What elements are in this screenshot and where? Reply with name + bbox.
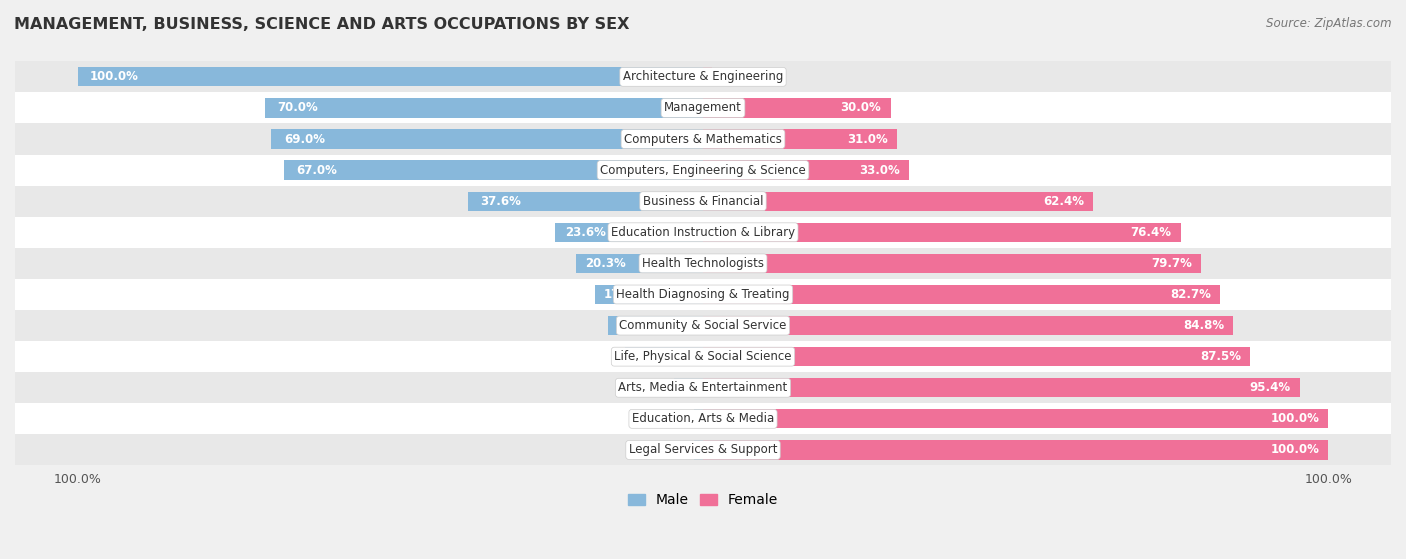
Bar: [15, 248, 1391, 279]
Text: 23.6%: 23.6%: [565, 226, 606, 239]
Text: Community & Social Service: Community & Social Service: [619, 319, 787, 332]
Bar: [703, 160, 910, 180]
Bar: [703, 222, 1181, 242]
Text: 4.7%: 4.7%: [637, 381, 668, 394]
Text: MANAGEMENT, BUSINESS, SCIENCE AND ARTS OCCUPATIONS BY SEX: MANAGEMENT, BUSINESS, SCIENCE AND ARTS O…: [14, 17, 630, 32]
Bar: [15, 403, 1391, 434]
Bar: [693, 409, 703, 429]
Bar: [703, 440, 1329, 459]
Text: 0.0%: 0.0%: [658, 413, 688, 425]
Text: 95.4%: 95.4%: [1249, 381, 1291, 394]
Text: 100.0%: 100.0%: [90, 70, 139, 83]
Bar: [15, 372, 1391, 403]
Bar: [15, 186, 1391, 217]
Bar: [15, 124, 1391, 154]
Text: Architecture & Engineering: Architecture & Engineering: [623, 70, 783, 83]
Bar: [624, 347, 703, 366]
Text: 76.4%: 76.4%: [1130, 226, 1171, 239]
Text: 87.5%: 87.5%: [1199, 350, 1241, 363]
Bar: [271, 129, 703, 149]
Text: 31.0%: 31.0%: [846, 132, 887, 145]
Bar: [703, 285, 1220, 304]
Text: 0.0%: 0.0%: [718, 70, 748, 83]
Bar: [607, 316, 703, 335]
Bar: [703, 129, 897, 149]
Bar: [266, 98, 703, 117]
Text: Education Instruction & Library: Education Instruction & Library: [612, 226, 794, 239]
Bar: [77, 67, 703, 87]
Text: Arts, Media & Entertainment: Arts, Media & Entertainment: [619, 381, 787, 394]
Bar: [15, 279, 1391, 310]
Text: Source: ZipAtlas.com: Source: ZipAtlas.com: [1267, 17, 1392, 30]
Bar: [15, 61, 1391, 92]
Text: 100.0%: 100.0%: [1270, 443, 1319, 457]
Bar: [703, 254, 1202, 273]
Bar: [15, 154, 1391, 186]
Text: 100.0%: 100.0%: [1270, 413, 1319, 425]
Text: Life, Physical & Social Science: Life, Physical & Social Science: [614, 350, 792, 363]
Bar: [703, 98, 890, 117]
Bar: [15, 434, 1391, 466]
Bar: [693, 440, 703, 459]
Bar: [15, 92, 1391, 124]
Text: 20.3%: 20.3%: [585, 257, 626, 270]
Bar: [15, 341, 1391, 372]
Bar: [703, 67, 713, 87]
Legend: Male, Female: Male, Female: [623, 488, 783, 513]
Text: Health Technologists: Health Technologists: [643, 257, 763, 270]
Text: Computers & Mathematics: Computers & Mathematics: [624, 132, 782, 145]
Text: 82.7%: 82.7%: [1170, 288, 1211, 301]
Text: Health Diagnosing & Treating: Health Diagnosing & Treating: [616, 288, 790, 301]
Text: 79.7%: 79.7%: [1152, 257, 1192, 270]
Bar: [468, 192, 703, 211]
Text: 0.0%: 0.0%: [658, 443, 688, 457]
Bar: [15, 217, 1391, 248]
Text: 62.4%: 62.4%: [1043, 195, 1084, 208]
Text: 37.6%: 37.6%: [481, 195, 522, 208]
Text: 84.8%: 84.8%: [1182, 319, 1225, 332]
Bar: [595, 285, 703, 304]
Text: Management: Management: [664, 101, 742, 115]
Bar: [703, 378, 1299, 397]
Text: 70.0%: 70.0%: [278, 101, 318, 115]
Text: 67.0%: 67.0%: [297, 164, 337, 177]
Bar: [703, 192, 1094, 211]
Text: 69.0%: 69.0%: [284, 132, 325, 145]
Bar: [673, 378, 703, 397]
Bar: [284, 160, 703, 180]
Bar: [555, 222, 703, 242]
Bar: [703, 347, 1250, 366]
Bar: [576, 254, 703, 273]
Bar: [15, 310, 1391, 341]
Text: Legal Services & Support: Legal Services & Support: [628, 443, 778, 457]
Text: 33.0%: 33.0%: [859, 164, 900, 177]
Text: 30.0%: 30.0%: [841, 101, 882, 115]
Text: Education, Arts & Media: Education, Arts & Media: [631, 413, 775, 425]
Text: 12.5%: 12.5%: [634, 350, 675, 363]
Bar: [703, 409, 1329, 429]
Text: Business & Financial: Business & Financial: [643, 195, 763, 208]
Text: Computers, Engineering & Science: Computers, Engineering & Science: [600, 164, 806, 177]
Text: 15.2%: 15.2%: [617, 319, 658, 332]
Text: 17.3%: 17.3%: [605, 288, 645, 301]
Bar: [703, 316, 1233, 335]
